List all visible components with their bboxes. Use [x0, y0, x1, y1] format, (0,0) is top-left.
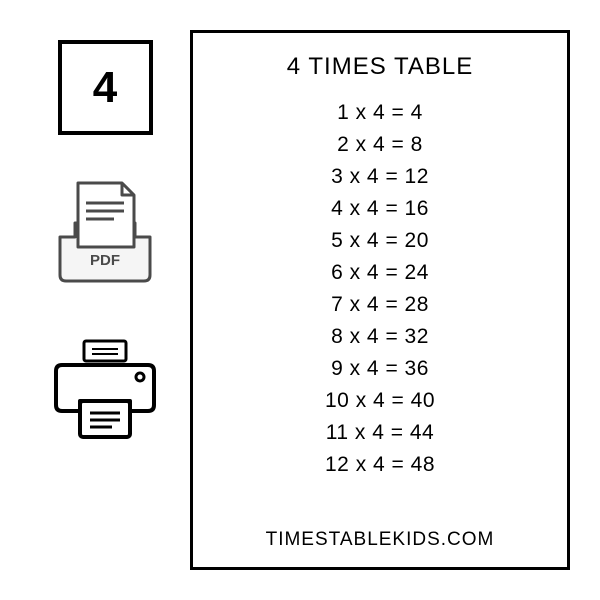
- equation-row: 11 x 4 = 44: [326, 421, 434, 445]
- times-table-lines: 1 x 4 = 4 2 x 4 = 8 3 x 4 = 12 4 x 4 = 1…: [325, 101, 435, 517]
- printer-icon[interactable]: [50, 335, 160, 445]
- times-table-title: 4 TIMES TABLE: [287, 53, 473, 81]
- equation-row: 5 x 4 = 20: [331, 229, 429, 253]
- left-column: 4 PDF: [50, 30, 160, 570]
- times-table-panel: 4 TIMES TABLE 1 x 4 = 4 2 x 4 = 8 3 x 4 …: [190, 30, 570, 570]
- equation-row: 10 x 4 = 40: [325, 389, 435, 413]
- equation-row: 3 x 4 = 12: [331, 165, 429, 189]
- pdf-icon[interactable]: PDF: [50, 175, 160, 295]
- equation-row: 8 x 4 = 32: [331, 325, 429, 349]
- equation-row: 4 x 4 = 16: [331, 197, 429, 221]
- equation-row: 1 x 4 = 4: [337, 101, 423, 125]
- equation-row: 12 x 4 = 48: [325, 453, 435, 477]
- equation-row: 7 x 4 = 28: [331, 293, 429, 317]
- number-badge: 4: [58, 40, 153, 135]
- page-container: 4 PDF: [0, 0, 600, 600]
- equation-row: 9 x 4 = 36: [331, 357, 429, 381]
- number-badge-value: 4: [93, 63, 117, 113]
- equation-row: 6 x 4 = 24: [331, 261, 429, 285]
- pdf-icon-label: PDF: [90, 252, 120, 269]
- equation-row: 2 x 4 = 8: [337, 133, 423, 157]
- footer-credit: TIMESTABLEKIDS.COM: [266, 529, 495, 551]
